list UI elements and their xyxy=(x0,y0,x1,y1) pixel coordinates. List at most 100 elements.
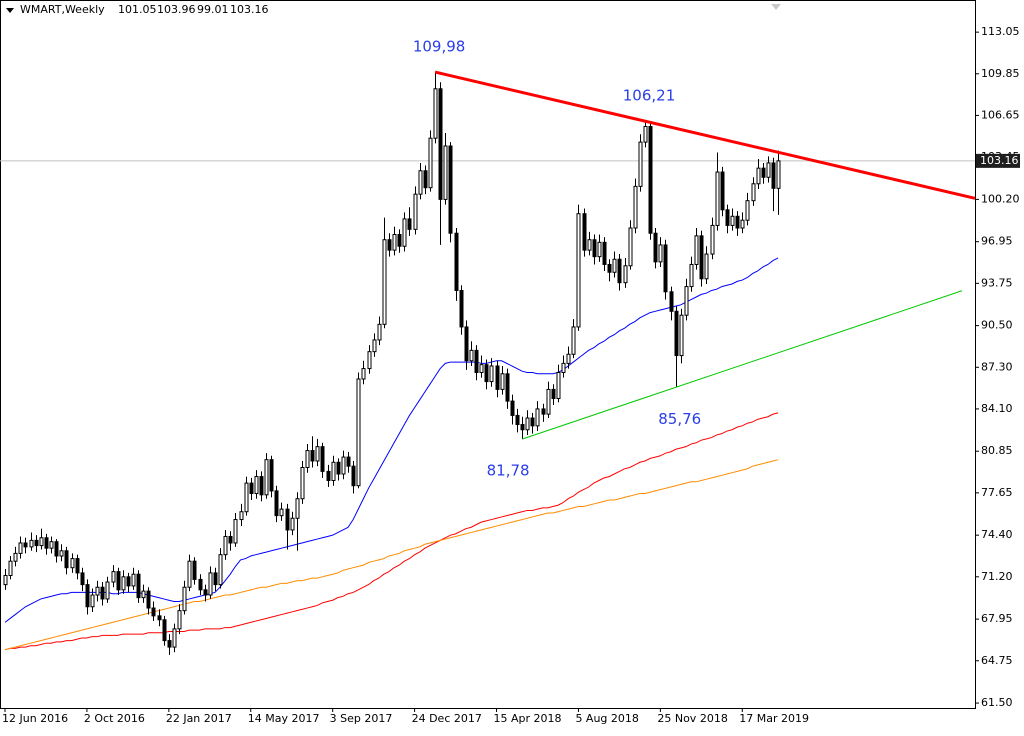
candle-body xyxy=(131,573,136,587)
candle-body xyxy=(223,535,228,556)
candle-body xyxy=(331,461,336,482)
candle-body xyxy=(285,508,290,531)
candle-body xyxy=(320,446,325,472)
y-tick-label: 96.95 xyxy=(981,235,1013,248)
candle-body xyxy=(326,470,331,482)
x-tick-label: 15 Apr 2018 xyxy=(494,712,562,725)
candle-body xyxy=(233,519,238,544)
y-tick-label: 113.05 xyxy=(981,25,1020,38)
candle-body xyxy=(505,373,510,402)
candle-body xyxy=(643,126,648,143)
candle-body xyxy=(771,162,776,189)
candle-body xyxy=(489,365,494,383)
trendline xyxy=(434,70,976,200)
candle-body xyxy=(100,586,105,600)
candle-body xyxy=(546,388,551,415)
candle-body xyxy=(126,576,131,587)
candle-body xyxy=(377,323,382,341)
candle-body xyxy=(151,607,156,617)
candle-body xyxy=(336,461,341,475)
candle-body xyxy=(208,572,213,596)
menu-arrow xyxy=(6,8,14,13)
y-tick-label: 106.65 xyxy=(981,108,1020,121)
candle-body xyxy=(264,459,269,496)
candle-body xyxy=(198,578,203,591)
shift-marker xyxy=(771,4,781,10)
candle-body xyxy=(479,364,484,373)
candle-body xyxy=(116,571,121,591)
candle-body xyxy=(745,200,750,221)
candle-body xyxy=(597,241,602,258)
candle-body xyxy=(239,511,244,521)
candle-body xyxy=(121,576,126,591)
candle-body xyxy=(177,610,182,630)
candle-body xyxy=(111,571,116,583)
y-tick-label: 64.75 xyxy=(981,654,1013,667)
candle-body xyxy=(720,171,725,211)
x-tick-label: 2 Oct 2016 xyxy=(84,712,145,725)
x-tick-label: 17 Mar 2019 xyxy=(739,712,809,725)
candle-body xyxy=(39,537,44,547)
candle-body xyxy=(162,619,167,642)
candle-body xyxy=(638,141,643,187)
candle-body xyxy=(90,594,95,608)
candle-body xyxy=(346,456,351,467)
candle-body xyxy=(541,408,546,415)
candle-body xyxy=(305,450,310,468)
candle-body xyxy=(274,490,279,517)
candle-body xyxy=(290,517,295,531)
price-label: 103.16 xyxy=(980,154,1019,167)
candle-body xyxy=(500,373,505,390)
candle-body xyxy=(704,253,709,280)
candle-body xyxy=(64,550,69,569)
candle-body xyxy=(315,446,320,462)
candle-body xyxy=(428,137,433,189)
annotation: 85,76 xyxy=(658,410,701,428)
y-tick-label: 84.10 xyxy=(981,402,1013,415)
candle-body xyxy=(54,541,59,557)
candle-body xyxy=(592,239,597,258)
candle-body xyxy=(469,349,474,362)
candle-body xyxy=(730,215,735,226)
candle-body xyxy=(413,193,418,230)
candle-body xyxy=(341,456,346,475)
candle-body xyxy=(182,586,187,612)
header-high: 103.96 xyxy=(157,3,196,16)
candle-body xyxy=(141,590,146,599)
candle-body xyxy=(192,560,197,580)
candle-body xyxy=(269,459,274,492)
candle-body xyxy=(295,498,300,519)
candle-body xyxy=(361,368,366,380)
y-tick-label: 71.20 xyxy=(981,570,1013,583)
candle-body xyxy=(44,537,49,549)
annotation: 81,78 xyxy=(487,462,530,480)
candle-body xyxy=(766,162,771,178)
x-tick-label: 12 Jun 2016 xyxy=(2,712,68,725)
candle-body xyxy=(218,554,223,586)
y-tick-label: 80.85 xyxy=(981,444,1013,457)
candle-body xyxy=(259,476,264,496)
header-open: 101.05 xyxy=(118,3,157,16)
candle-body xyxy=(167,640,172,648)
candle-body xyxy=(310,450,315,462)
candle-body xyxy=(510,400,515,416)
candle-body xyxy=(715,171,720,226)
candle-body xyxy=(18,542,23,554)
candle-body xyxy=(576,213,581,328)
candle-body xyxy=(402,218,407,247)
moving-average xyxy=(4,257,779,623)
candle-body xyxy=(3,575,8,586)
x-tick-label: 25 Nov 2018 xyxy=(657,712,727,725)
candle-body xyxy=(628,227,633,267)
y-tick-label: 61.50 xyxy=(981,696,1013,709)
candle-body xyxy=(674,310,679,357)
candle-body xyxy=(607,263,612,273)
candle-body xyxy=(623,265,628,284)
candle-body xyxy=(300,466,305,500)
candle-body xyxy=(689,263,694,288)
candle-body xyxy=(418,170,423,195)
candle-body xyxy=(356,378,361,487)
candle-body xyxy=(8,560,13,577)
